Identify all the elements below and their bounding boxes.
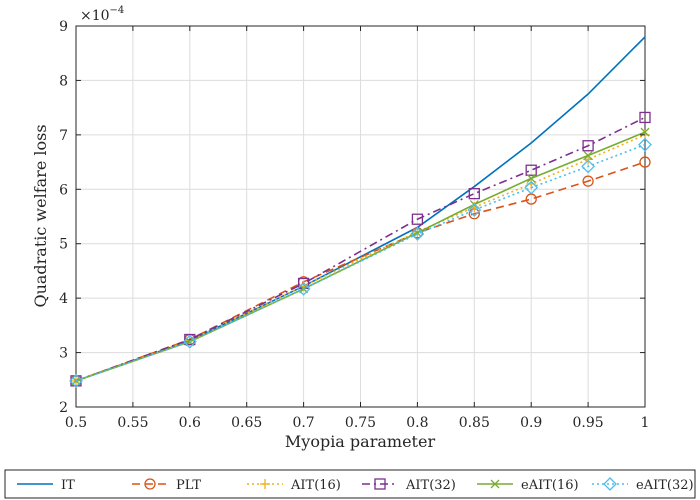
- y-tick-label: 8: [59, 73, 68, 89]
- x-tick-label: 0.95: [573, 415, 604, 431]
- y-tick-label: 9: [59, 19, 68, 35]
- legend-label-eait-32: eAIT(32): [636, 478, 694, 493]
- legend-entry-ait-16: AIT(16): [247, 478, 341, 493]
- legend-box: [4, 469, 696, 499]
- data-point-ait-32: [70, 375, 82, 387]
- data-point-ait-32: [468, 187, 480, 200]
- data-point-ait-32: [411, 213, 424, 225]
- x-tick-label: 1: [641, 415, 650, 431]
- data-point-ait-32: [525, 164, 537, 176]
- data-point-eait-32: [638, 137, 652, 152]
- y-tick-label: 4: [59, 291, 68, 307]
- y-axis-exponent: ×10−4: [80, 5, 124, 24]
- x-tick-label: 0.85: [459, 415, 490, 431]
- data-point-eait-32: [296, 281, 311, 296]
- data-point-eait-32: [69, 373, 83, 388]
- x-tick-label: 0.7: [292, 415, 314, 431]
- axis-ticks: 0.5 0.55 0.6 0.65 0.7 0.75 0.8 0.85 0.9 0.95 1 2 3 4 5…: [59, 19, 649, 431]
- data-point-ait-32: [639, 111, 651, 124]
- legend-marker-eait-16: [490, 479, 500, 489]
- data-point-ait-32: [582, 140, 594, 152]
- data-point-eait-32: [581, 159, 596, 174]
- legend-marker-eait-32: [603, 477, 617, 491]
- y-tick-label: 3: [59, 346, 68, 362]
- data-point-plt: [582, 175, 594, 187]
- x-tick-label: 0.55: [117, 415, 148, 431]
- y-tick-label: 2: [59, 400, 68, 416]
- y-tick-label: 5: [59, 237, 68, 253]
- data-point-eait-32: [524, 180, 539, 195]
- legend-marker-plt: [144, 478, 156, 490]
- legend-marker-ait-16: [260, 479, 270, 489]
- legend-label-eait-16: eAIT(16): [521, 478, 579, 493]
- x-tick-label: 0.9: [520, 415, 542, 431]
- legend-label-ait-32: AIT(32): [405, 478, 456, 493]
- series-layer: [69, 36, 652, 388]
- data-point-eait-16: [583, 151, 593, 160]
- legend: IT PLT AIT(16) AIT(32) eAIT(16) eAIT(32): [17, 477, 694, 493]
- legend-entry-it: IT: [17, 478, 75, 493]
- legend-label-ait-16: AIT(16): [290, 478, 341, 493]
- data-point-eait-32: [467, 203, 482, 217]
- legend-label-it: IT: [61, 478, 75, 493]
- data-point-eait-32: [182, 334, 197, 349]
- legend-entry-plt: PLT: [132, 478, 201, 493]
- series-line-eait-32: [75, 143, 646, 382]
- series-line-ait-16: [75, 134, 646, 382]
- data-point-eait-16: [526, 173, 536, 183]
- x-tick-label: 0.6: [179, 415, 201, 431]
- x-tick-label: 0.65: [231, 415, 262, 431]
- data-point-plt: [639, 156, 651, 168]
- legend-marker-ait-32: [374, 478, 386, 490]
- legend-entry-ait-32: AIT(32): [362, 478, 456, 493]
- x-axis-label: Myopia parameter: [285, 432, 436, 451]
- y-tick-label: 7: [59, 128, 68, 144]
- legend-label-plt: PLT: [176, 478, 201, 493]
- y-tick-label: 6: [59, 182, 68, 198]
- series-line-ait-32: [75, 116, 646, 382]
- data-point-eait-32: [410, 226, 425, 241]
- legend-entry-eait-16: eAIT(16): [477, 478, 579, 493]
- legend-entry-eait-32: eAIT(32): [592, 477, 694, 493]
- x-tick-label: 0.5: [65, 415, 87, 431]
- series-eait-32: [69, 137, 652, 388]
- y-axis-label: Quadratic welfare loss: [31, 124, 50, 307]
- x-tick-label: 0.75: [345, 415, 376, 431]
- x-tick-label: 0.8: [406, 415, 428, 431]
